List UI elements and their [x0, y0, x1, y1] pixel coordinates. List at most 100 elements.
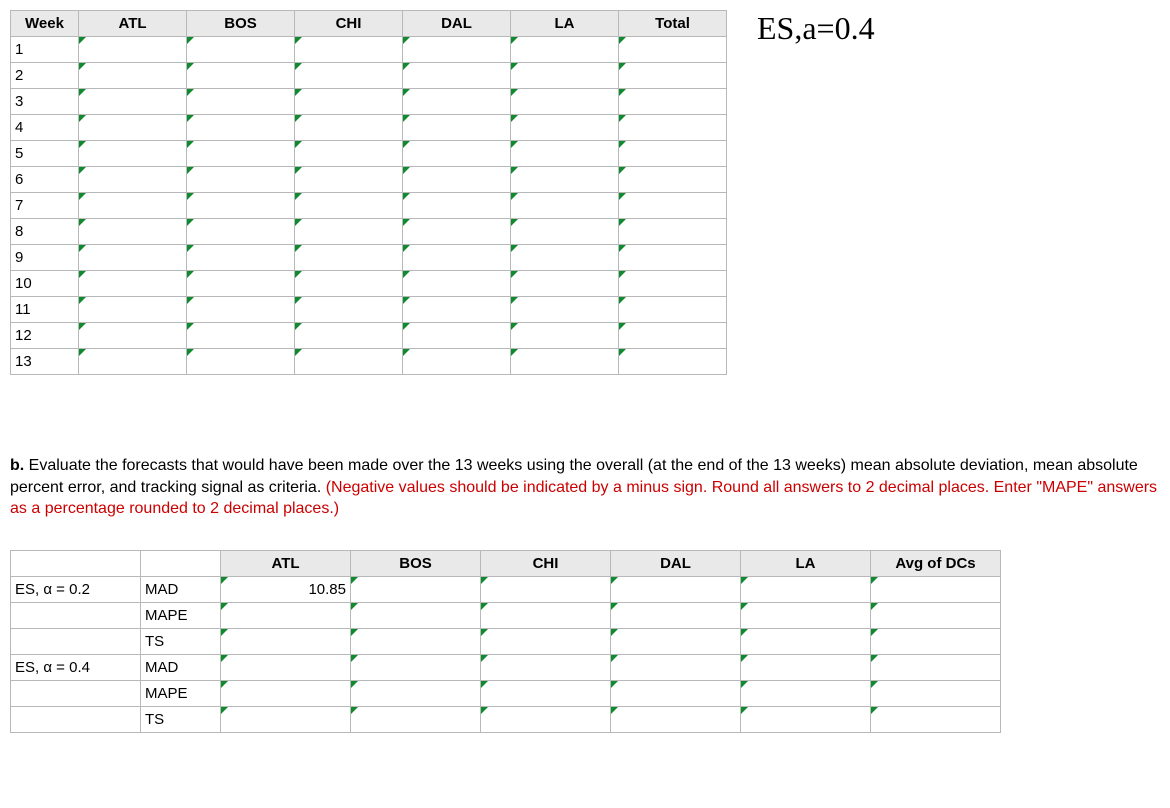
table1-input-cell[interactable]: [619, 115, 727, 141]
table1-input-cell[interactable]: [295, 323, 403, 349]
table2-input-cell[interactable]: [351, 706, 481, 732]
table1-input-cell[interactable]: [79, 89, 187, 115]
table1-input-cell[interactable]: [511, 323, 619, 349]
table1-input-cell[interactable]: [79, 349, 187, 375]
table1-input-cell[interactable]: [79, 167, 187, 193]
table2-input-cell[interactable]: [481, 602, 611, 628]
table1-input-cell[interactable]: [295, 141, 403, 167]
table1-input-cell[interactable]: [511, 89, 619, 115]
table1-input-cell[interactable]: [511, 167, 619, 193]
table1-input-cell[interactable]: [295, 167, 403, 193]
table1-input-cell[interactable]: [511, 193, 619, 219]
table2-input-cell[interactable]: [611, 706, 741, 732]
table1-input-cell[interactable]: [79, 297, 187, 323]
table2-input-cell[interactable]: [611, 680, 741, 706]
table2-input-cell[interactable]: [611, 654, 741, 680]
table2-input-cell[interactable]: 10.85: [221, 576, 351, 602]
table1-input-cell[interactable]: [619, 271, 727, 297]
table2-input-cell[interactable]: [221, 602, 351, 628]
table1-input-cell[interactable]: [619, 141, 727, 167]
table1-input-cell[interactable]: [187, 349, 295, 375]
table1-input-cell[interactable]: [403, 167, 511, 193]
table1-input-cell[interactable]: [403, 323, 511, 349]
table2-input-cell[interactable]: [481, 706, 611, 732]
table2-input-cell[interactable]: [611, 576, 741, 602]
table2-input-cell[interactable]: [221, 680, 351, 706]
table2-input-cell[interactable]: [871, 602, 1001, 628]
table1-input-cell[interactable]: [511, 349, 619, 375]
table1-input-cell[interactable]: [619, 349, 727, 375]
table1-input-cell[interactable]: [187, 37, 295, 63]
table2-input-cell[interactable]: [741, 576, 871, 602]
table1-input-cell[interactable]: [79, 63, 187, 89]
table1-input-cell[interactable]: [619, 245, 727, 271]
table1-input-cell[interactable]: [403, 297, 511, 323]
table1-input-cell[interactable]: [79, 219, 187, 245]
table1-input-cell[interactable]: [187, 193, 295, 219]
table2-input-cell[interactable]: [481, 628, 611, 654]
table1-input-cell[interactable]: [511, 297, 619, 323]
table2-input-cell[interactable]: [741, 706, 871, 732]
table1-input-cell[interactable]: [403, 141, 511, 167]
table1-input-cell[interactable]: [295, 193, 403, 219]
table1-input-cell[interactable]: [511, 141, 619, 167]
table2-input-cell[interactable]: [481, 654, 611, 680]
table2-input-cell[interactable]: [351, 654, 481, 680]
table1-input-cell[interactable]: [619, 89, 727, 115]
table2-input-cell[interactable]: [351, 576, 481, 602]
table1-input-cell[interactable]: [403, 245, 511, 271]
table1-input-cell[interactable]: [619, 63, 727, 89]
table1-input-cell[interactable]: [295, 349, 403, 375]
table1-input-cell[interactable]: [403, 37, 511, 63]
table2-input-cell[interactable]: [351, 680, 481, 706]
table1-input-cell[interactable]: [187, 167, 295, 193]
table2-input-cell[interactable]: [871, 576, 1001, 602]
table2-input-cell[interactable]: [611, 602, 741, 628]
table1-input-cell[interactable]: [619, 167, 727, 193]
table1-input-cell[interactable]: [79, 115, 187, 141]
table2-input-cell[interactable]: [741, 654, 871, 680]
table1-input-cell[interactable]: [187, 245, 295, 271]
table2-input-cell[interactable]: [871, 628, 1001, 654]
table2-input-cell[interactable]: [221, 628, 351, 654]
table1-input-cell[interactable]: [403, 219, 511, 245]
table2-input-cell[interactable]: [871, 654, 1001, 680]
table1-input-cell[interactable]: [187, 297, 295, 323]
table1-input-cell[interactable]: [79, 245, 187, 271]
table1-input-cell[interactable]: [403, 271, 511, 297]
table1-input-cell[interactable]: [511, 219, 619, 245]
table1-input-cell[interactable]: [187, 63, 295, 89]
table1-input-cell[interactable]: [79, 193, 187, 219]
table1-input-cell[interactable]: [619, 219, 727, 245]
table1-input-cell[interactable]: [403, 349, 511, 375]
table1-input-cell[interactable]: [619, 323, 727, 349]
table1-input-cell[interactable]: [403, 63, 511, 89]
table1-input-cell[interactable]: [511, 271, 619, 297]
table1-input-cell[interactable]: [511, 63, 619, 89]
table2-input-cell[interactable]: [221, 706, 351, 732]
table1-input-cell[interactable]: [79, 37, 187, 63]
table2-input-cell[interactable]: [611, 628, 741, 654]
table1-input-cell[interactable]: [403, 115, 511, 141]
table1-input-cell[interactable]: [295, 63, 403, 89]
table1-input-cell[interactable]: [511, 115, 619, 141]
table1-input-cell[interactable]: [79, 323, 187, 349]
table2-input-cell[interactable]: [741, 628, 871, 654]
table1-input-cell[interactable]: [187, 271, 295, 297]
table1-input-cell[interactable]: [619, 193, 727, 219]
table1-input-cell[interactable]: [187, 323, 295, 349]
table1-input-cell[interactable]: [511, 37, 619, 63]
table2-input-cell[interactable]: [481, 576, 611, 602]
table2-input-cell[interactable]: [741, 602, 871, 628]
table1-input-cell[interactable]: [79, 141, 187, 167]
table1-input-cell[interactable]: [619, 37, 727, 63]
table1-input-cell[interactable]: [187, 219, 295, 245]
table1-input-cell[interactable]: [79, 271, 187, 297]
table1-input-cell[interactable]: [619, 297, 727, 323]
table2-input-cell[interactable]: [351, 602, 481, 628]
table2-input-cell[interactable]: [741, 680, 871, 706]
table2-input-cell[interactable]: [221, 654, 351, 680]
table1-input-cell[interactable]: [295, 89, 403, 115]
table1-input-cell[interactable]: [295, 297, 403, 323]
table2-input-cell[interactable]: [871, 706, 1001, 732]
